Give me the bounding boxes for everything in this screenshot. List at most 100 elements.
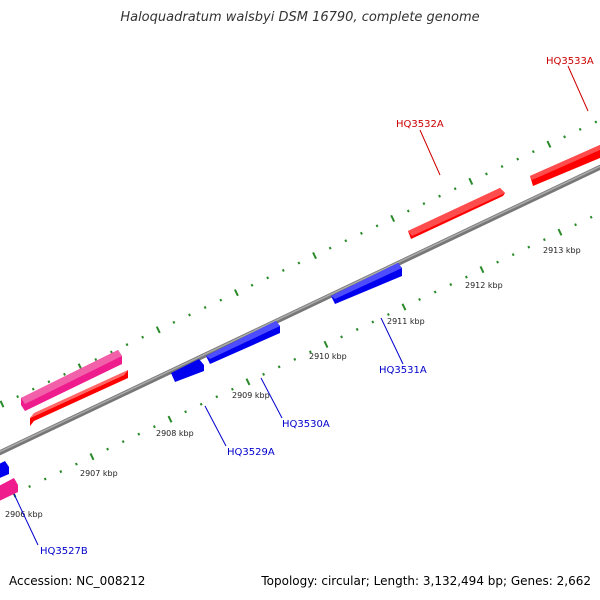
genome-summary: Topology: circular; Length: 3,132,494 bp… [261, 574, 591, 588]
reverse-strand-features [0, 263, 402, 480]
minor-tick [340, 335, 344, 339]
minor-tick [199, 402, 203, 406]
minor-tick [574, 223, 577, 227]
major-tick [0, 400, 5, 408]
gene-label-hq3529a[interactable]: HQ3529A [227, 447, 275, 458]
major-tick [546, 140, 552, 148]
gene-label-hq3527b[interactable]: HQ3527B [40, 546, 88, 557]
major-tick [245, 378, 251, 386]
minor-tick [215, 395, 219, 399]
minor-tick [418, 298, 421, 302]
rna-features [0, 350, 122, 503]
minor-tick [172, 320, 176, 324]
gene-feature-reverse[interactable] [0, 461, 9, 480]
minor-tick [578, 127, 582, 131]
minor-tick [308, 350, 312, 354]
minor-tick [355, 327, 359, 331]
minor-tick [563, 135, 566, 139]
minor-tick [250, 283, 254, 287]
tick-label: 2912 kbp [465, 281, 503, 290]
minor-tick [230, 387, 234, 391]
minor-tick [74, 462, 78, 466]
tick-labels: 2906 kbp 2907 kbp 2908 kbp 2909 kbp 2910… [5, 246, 581, 519]
minor-tick [360, 231, 363, 235]
minor-tick [500, 164, 504, 169]
minor-tick [527, 245, 531, 249]
minor-tick [375, 224, 379, 228]
major-tick [312, 251, 317, 260]
minor-tick [16, 395, 20, 399]
tick-label: 2910 kbp [309, 352, 347, 361]
minor-tick [59, 470, 63, 474]
upper-tick-track [0, 120, 598, 408]
gene-feature-forward[interactable] [530, 145, 600, 180]
genome-title: Haloquadratum walsbyi DSM 16790, complet… [120, 10, 480, 25]
forward-strand-features [30, 145, 600, 426]
minor-tick [386, 312, 390, 316]
major-tick [323, 340, 329, 348]
minor-tick [203, 306, 207, 310]
tick-label: 2913 kbp [543, 246, 581, 255]
gene-feature-forward[interactable] [408, 188, 505, 236]
major-tick [234, 289, 239, 297]
gene-labels: HQ3527B HQ3529A HQ3530A HQ3531A HQ3532A … [40, 56, 594, 557]
minor-tick [63, 372, 66, 376]
major-tick [479, 266, 485, 274]
minor-tick [137, 432, 141, 436]
accession-label: Accession: NC_008212 [9, 574, 146, 588]
minor-tick [141, 335, 145, 339]
genome-backbone-highlight [0, 165, 600, 453]
gene-feature-forward[interactable] [30, 370, 128, 426]
label-connector [260, 377, 283, 419]
gene-feature-forward[interactable] [30, 370, 128, 418]
minor-tick [438, 194, 441, 198]
minor-tick [594, 120, 598, 124]
major-tick [468, 177, 474, 185]
major-tick [557, 228, 563, 236]
minor-tick [516, 157, 520, 161]
minor-tick [293, 357, 297, 361]
minor-tick [125, 343, 129, 347]
minor-tick [453, 187, 457, 191]
gene-label-hq3531a[interactable]: HQ3531A [379, 365, 427, 376]
minor-tick [28, 485, 32, 489]
minor-tick [266, 276, 270, 280]
label-connector [567, 65, 589, 112]
minor-tick [496, 260, 499, 264]
minor-tick [277, 365, 281, 369]
minor-tick [422, 202, 426, 206]
gene-label-hq3532a[interactable]: HQ3532A [396, 119, 444, 130]
rna-feature[interactable] [0, 478, 18, 503]
major-tick [390, 214, 396, 223]
minor-tick [219, 298, 223, 302]
gene-feature-reverse[interactable] [171, 359, 204, 382]
major-tick [89, 453, 95, 461]
minor-tick [485, 172, 488, 176]
minor-tick [94, 357, 98, 361]
minor-tick [344, 239, 348, 243]
genome-backbone [0, 164, 600, 456]
gene-label-hq3530a[interactable]: HQ3530A [282, 419, 330, 430]
tick-label: 2907 kbp [80, 469, 118, 478]
lower-tick-track [11, 215, 593, 498]
label-connector [204, 405, 227, 447]
minor-tick [464, 275, 468, 279]
label-connector [419, 129, 441, 176]
tick-label: 2909 kbp [232, 391, 270, 400]
minor-tick [406, 209, 410, 213]
minor-tick [589, 215, 593, 219]
gene-label-connectors [13, 65, 589, 546]
rna-feature[interactable] [21, 350, 122, 404]
major-tick [401, 303, 407, 311]
gene-feature-reverse[interactable] [206, 321, 280, 359]
tick-label: 2911 kbp [387, 317, 425, 326]
minor-tick [31, 387, 35, 391]
gene-feature-reverse[interactable] [331, 263, 402, 299]
minor-tick [152, 425, 156, 429]
label-connector [380, 317, 404, 365]
minor-tick [542, 238, 546, 242]
minor-tick [371, 320, 375, 324]
gene-label-hq3533a[interactable]: HQ3533A [546, 56, 594, 67]
major-tick [155, 326, 161, 334]
